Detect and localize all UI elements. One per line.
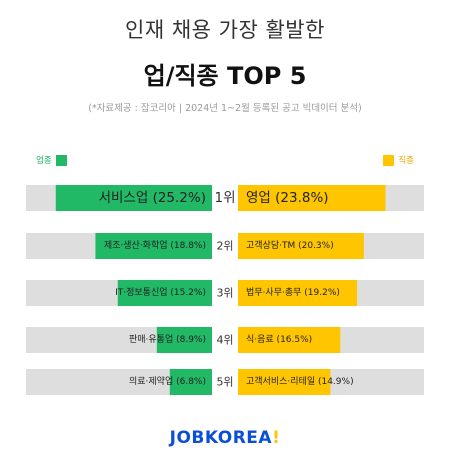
job-label-4: 식·음료 (16.5%) xyxy=(246,334,312,345)
job-bar-3 xyxy=(238,280,358,306)
job-label-2: 고객상담·TM (20.3%) xyxy=(246,239,334,251)
legend-job-label: 직종 xyxy=(398,156,414,166)
job-bar-5 xyxy=(238,369,331,395)
rank-label-4: 4위 xyxy=(216,334,233,347)
industry-bar-5 xyxy=(169,369,212,395)
logo-text: JOBKOREA xyxy=(169,428,273,448)
legend-industry-label: 업종 xyxy=(36,156,52,166)
industry-bar-2 xyxy=(95,233,212,259)
industry-bar-1 xyxy=(55,185,213,211)
industry-label-2: 제조·생산·화학업 (18.8%) xyxy=(104,240,206,251)
legend-job: 직종 xyxy=(383,154,414,166)
rank-label-5: 5위 xyxy=(216,376,233,389)
title-line-2: 업/직종 TOP 5 xyxy=(143,62,307,90)
job-bar-2 xyxy=(238,233,364,259)
industry-bar-4 xyxy=(156,327,212,353)
jobkorea-logo: JOBKOREA! xyxy=(0,428,450,448)
rank-label-3: 3위 xyxy=(216,287,233,300)
source-note: (*자료제공 : 잡코리아 | 2024년 1~2월 등록된 공고 빅데이터 분… xyxy=(88,103,362,114)
rank-label-1: 1위 xyxy=(214,190,235,206)
job-label-5: 고객서비스·리테일 (14.9%) xyxy=(246,376,354,387)
job-bar-4 xyxy=(238,327,341,353)
logo-accent: ! xyxy=(272,428,281,448)
industry-label-3: IT·정보통신업 (15.2%) xyxy=(115,287,206,298)
job-label-3: 법무·사무·총무 (19.2%) xyxy=(246,287,340,298)
industry-label-1: 서비스업 (25.2%) xyxy=(99,190,206,206)
industry-label-5: 의료·제약업 (6.8%) xyxy=(129,375,206,387)
job-label-1: 영업 (23.8%) xyxy=(246,190,329,206)
industry-bar-3 xyxy=(117,280,212,306)
title-line-1: 인재 채용 가장 활발한 xyxy=(125,18,325,42)
legend-industry: 업종 xyxy=(36,154,67,166)
legend-industry-swatch xyxy=(55,154,67,166)
job-bar-1 xyxy=(238,185,386,211)
industry-label-4: 판매·유통업 (8.9%) xyxy=(129,334,206,345)
rank-label-2: 2위 xyxy=(216,240,233,253)
legend-job-swatch xyxy=(383,154,395,166)
